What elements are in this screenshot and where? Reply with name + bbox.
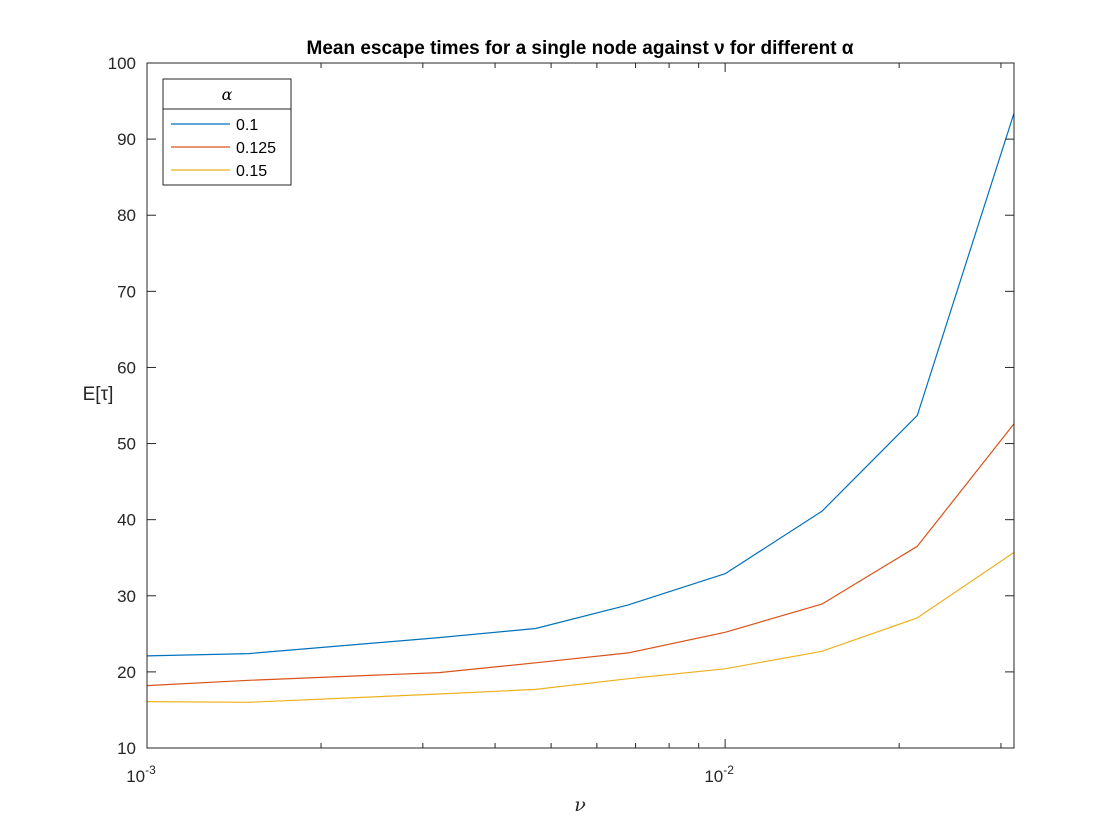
y-tick-label: 80 xyxy=(117,206,136,225)
y-tick-label: 50 xyxy=(117,435,136,454)
plot-border xyxy=(146,62,1015,749)
series-line-0.1 xyxy=(146,113,1015,657)
plot-lines xyxy=(146,113,1015,703)
series-line-0.125 xyxy=(146,423,1015,687)
legend-label-0.125: 0.125 xyxy=(236,140,276,157)
y-tick-label: 60 xyxy=(117,358,136,377)
y-tick-label: 10 xyxy=(117,739,136,758)
legend-box xyxy=(162,78,292,186)
legend-title: α xyxy=(222,85,233,104)
series-line-0.15 xyxy=(146,551,1015,703)
y-tick-label: 100 xyxy=(108,54,136,73)
legend: α 0.1 0.125 0.15 xyxy=(162,78,292,186)
legend-label-0.15: 0.15 xyxy=(236,163,267,180)
x-tick-label: 10-2 xyxy=(704,763,734,786)
y-tick-label: 70 xyxy=(117,282,136,301)
y-tick-label: 20 xyxy=(117,663,136,682)
y-tick-label: 40 xyxy=(117,511,136,530)
chart-title: Mean escape times for a single node agai… xyxy=(307,38,854,59)
y-tick-label: 90 xyxy=(117,130,136,149)
x-axis-label: ν xyxy=(574,794,586,816)
y-tick-label: 30 xyxy=(117,587,136,606)
y-axis-label: E[τ] xyxy=(83,384,114,405)
x-tick-labels: 10-3 10-2 xyxy=(126,763,734,786)
legend-items: 0.1 0.125 0.15 xyxy=(171,117,276,180)
x-tick-label: 10-3 xyxy=(126,763,156,786)
legend-label-0.1: 0.1 xyxy=(236,117,258,134)
y-tick-labels: 10 20 30 40 50 60 70 80 90 100 xyxy=(108,54,136,758)
